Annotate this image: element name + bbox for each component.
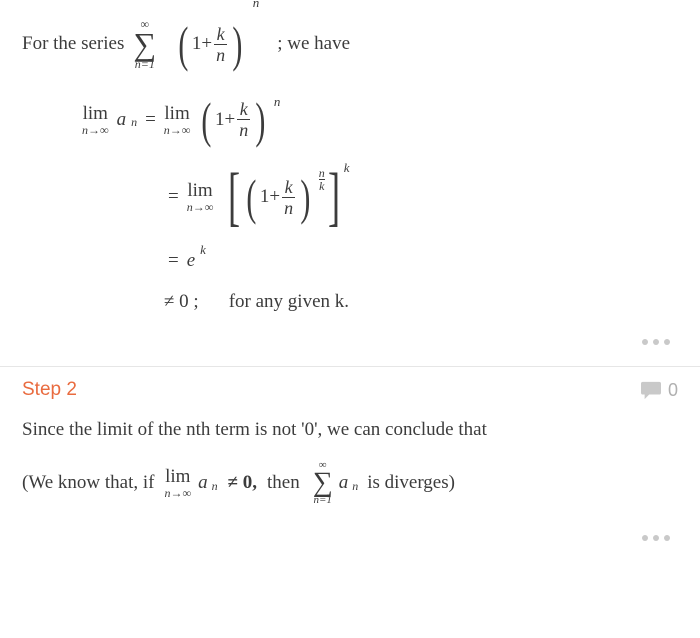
term-paren: ( 1 + k n ): [175, 15, 246, 73]
sigma-lower-s2: n=1: [313, 495, 331, 506]
lim-text-3: lim: [187, 181, 212, 200]
neq-zero: ≠ 0 ;: [164, 291, 199, 313]
sigma-lower: n=1: [135, 58, 155, 70]
weknow-prefix: (We know that, if: [22, 472, 155, 494]
sigma-notation: ∞ ∑ n=1: [133, 18, 156, 70]
lim-sub-3: n→∞: [187, 201, 214, 213]
frac-3: k n: [282, 178, 295, 217]
term-one-3: 1: [260, 186, 270, 208]
e-exp-k: k: [200, 243, 206, 256]
lim-sub: n→∞: [82, 124, 109, 136]
term-plus-2: +: [225, 109, 236, 131]
a-var: a: [117, 109, 127, 131]
sigma-icon-s2: ∑: [313, 469, 333, 497]
frac-k-over-n: k n: [214, 25, 227, 64]
frac-num-2: k: [238, 100, 250, 119]
lim-text-2: lim: [164, 104, 189, 123]
step2-title: Step 2: [22, 379, 77, 401]
a-sub-n-s2: n: [212, 479, 218, 494]
rbracket-icon: ]: [328, 159, 340, 235]
rparen-icon: ): [300, 168, 310, 226]
exp-nk-bot: k: [319, 180, 324, 192]
term-plus-3: +: [269, 186, 280, 208]
lim-3: lim n→∞: [187, 181, 214, 213]
comment-count-value: 0: [668, 380, 678, 401]
term-one-2: 1: [215, 109, 225, 131]
a-sub-n: n: [131, 115, 137, 130]
ellipsis-icon: [642, 339, 670, 345]
exponent-n: n: [253, 0, 260, 9]
limit-line-2: = lim n→∞ [ ( 1 + k n ) n k: [164, 161, 678, 233]
outer-exp-k: k: [344, 161, 350, 174]
term-paren-3: ( 1 + k n ): [243, 168, 314, 226]
lim-sub-2: n→∞: [164, 124, 191, 136]
lim-sub-s2: n→∞: [165, 487, 192, 499]
for-any-k: for any given k.: [229, 291, 349, 313]
frac-num-3: k: [283, 178, 295, 197]
term-paren-2: ( 1 + k n ): [198, 91, 269, 149]
term-plus: +: [201, 33, 212, 55]
exponent-n-2: n: [274, 95, 281, 108]
eq-2: =: [168, 186, 179, 208]
frac-den-2: n: [237, 120, 250, 139]
sigma-icon: ∑: [133, 28, 156, 60]
section-divider: [0, 366, 700, 367]
lim-right: lim n→∞: [164, 104, 191, 136]
e-var: e: [187, 250, 195, 272]
rparen-icon: ): [232, 15, 242, 73]
overflow-dots-2[interactable]: [22, 525, 678, 546]
limit-line-4: ≠ 0 ; for any given k.: [164, 289, 678, 315]
step2-line1: Since the limit of the nth term is not '…: [22, 419, 678, 441]
lparen-icon: (: [247, 168, 257, 226]
intro-suffix: ; we have: [277, 33, 350, 55]
frac-2: k n: [237, 100, 250, 139]
lim-text-s2: lim: [165, 467, 190, 486]
a-var-s2: a: [198, 472, 208, 494]
lim-text: lim: [83, 104, 108, 123]
step1-block: For the series ∞ ∑ n=1 ( 1 + k n ) n ; w…: [22, 14, 678, 358]
step2-header: Step 2 0: [22, 379, 678, 401]
limit-line-3: = e k: [164, 247, 678, 275]
exponent-nk: n k: [319, 167, 325, 192]
tail-s2: is diverges): [367, 472, 455, 494]
step2-body-wrap: Since the limit of the nth term is not '…: [22, 419, 678, 507]
intro-prefix: For the series: [22, 33, 124, 55]
comment-icon: [640, 380, 662, 400]
page-root: For the series ∞ ∑ n=1 ( 1 + k n ) n ; w…: [0, 0, 700, 556]
lim-left: lim n→∞: [82, 104, 109, 136]
rparen-icon: ): [256, 91, 266, 149]
limit-line-1: lim n→∞ a n = lim n→∞ ( 1 + k n ) n: [82, 92, 678, 147]
lim-step2: lim n→∞: [165, 467, 192, 499]
exp-nk-top: n: [319, 167, 325, 179]
lparen-icon: (: [179, 15, 189, 73]
frac-num: k: [215, 25, 227, 44]
comment-count-button[interactable]: 0: [640, 380, 678, 401]
overflow-dots-1[interactable]: [22, 329, 678, 350]
frac-den: n: [214, 45, 227, 64]
then-text: then: [267, 472, 300, 494]
lbracket-icon: [: [228, 159, 240, 235]
step2-line2: (We know that, if lim n→∞ a n ≠ 0, then …: [22, 459, 678, 507]
frac-den-3: n: [282, 198, 295, 217]
ellipsis-icon-2: [642, 535, 670, 541]
lparen-icon: (: [202, 91, 212, 149]
eq-1: =: [145, 109, 156, 131]
neq0-s2: ≠ 0,: [228, 472, 257, 494]
a-sub-n-s2b: n: [352, 479, 358, 494]
sigma-s2: ∞ ∑ n=1: [313, 460, 333, 506]
term-one: 1: [192, 33, 202, 55]
a-var-s2b: a: [339, 472, 349, 494]
step2-body: Since the limit of the nth term is not '…: [22, 419, 678, 507]
step1-intro-line: For the series ∞ ∑ n=1 ( 1 + k n ) n ; w…: [22, 14, 678, 74]
eq-3: =: [168, 250, 179, 272]
